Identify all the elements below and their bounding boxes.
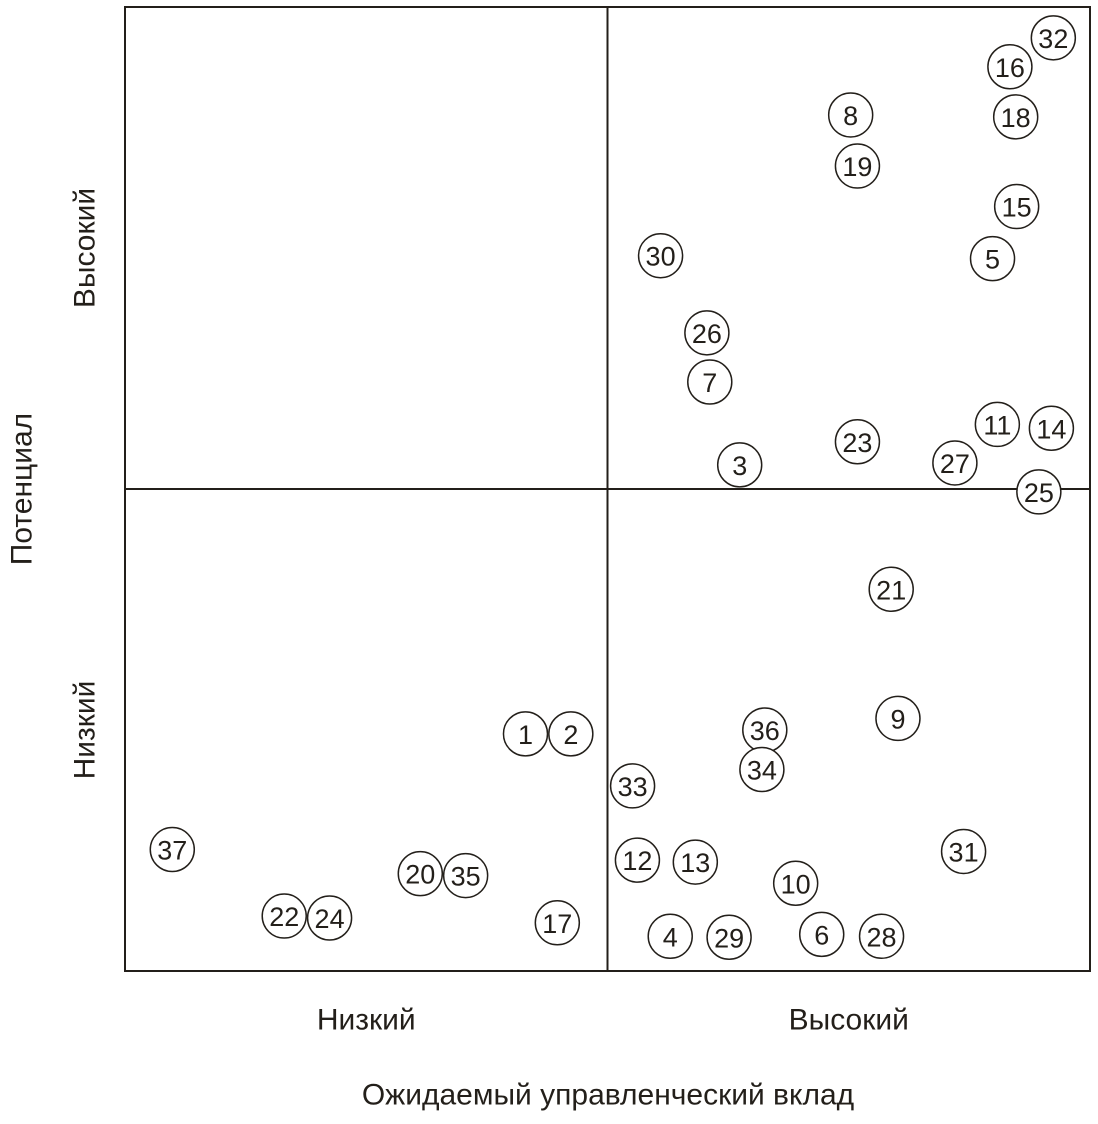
point (397, 850, 444, 897)
point-label: 37 (157, 836, 187, 866)
point-label: 13 (680, 848, 710, 878)
point-label: 9 (890, 704, 905, 734)
point-label: 1 (518, 720, 533, 750)
point-label: 23 (842, 428, 872, 458)
point-label: 27 (940, 449, 970, 479)
point (548, 711, 594, 757)
point (614, 837, 661, 883)
point-label: 15 (1002, 193, 1032, 223)
point (834, 143, 881, 189)
point-label: 21 (876, 575, 906, 605)
point-label: 31 (949, 837, 979, 867)
point-label: 20 (405, 860, 435, 890)
point-label: 17 (542, 909, 572, 939)
x-axis-label: Ожидаемый управленческий вклад (362, 1079, 854, 1112)
point-label: 35 (451, 862, 481, 892)
point (716, 442, 763, 488)
point-label: 25 (1024, 478, 1054, 508)
x-category-label: Высокий (789, 1004, 909, 1037)
point (534, 900, 581, 946)
y-category-label: Высокий (69, 188, 102, 308)
point-label: 19 (842, 152, 872, 182)
y-axis-label: Потенциал (6, 413, 39, 565)
point-label: 24 (315, 904, 345, 934)
point-label: 33 (618, 772, 648, 802)
point-label: 11 (983, 410, 1011, 440)
point (684, 310, 730, 356)
point (637, 232, 684, 279)
point-label: 22 (269, 902, 299, 932)
point-label: 3 (732, 451, 747, 481)
point-label: 2 (563, 720, 578, 750)
point (1030, 15, 1077, 61)
point (969, 235, 1016, 282)
point (974, 401, 1021, 448)
point (502, 711, 549, 757)
point-label: 14 (1036, 414, 1066, 444)
point (306, 895, 353, 941)
point (868, 566, 914, 613)
point-label: 34 (747, 756, 777, 786)
point (609, 763, 656, 809)
point (261, 893, 307, 939)
point-label: 29 (714, 923, 744, 953)
point-label: 28 (867, 922, 897, 952)
point (827, 92, 874, 138)
point (442, 852, 489, 899)
point (992, 94, 1039, 140)
point (647, 913, 693, 960)
point-label: 4 (663, 922, 678, 952)
point (858, 913, 905, 960)
point (772, 860, 819, 907)
point-label: 7 (702, 368, 717, 398)
point-label: 5 (985, 245, 1000, 275)
point (932, 440, 978, 486)
point-label: 6 (814, 920, 829, 950)
point (993, 183, 1040, 230)
point-label: 8 (843, 101, 858, 131)
point-label: 36 (750, 716, 780, 746)
point (1028, 405, 1075, 452)
point-label: 10 (781, 869, 811, 899)
point (739, 746, 785, 793)
point-label: 18 (1001, 103, 1031, 133)
point (706, 914, 752, 961)
point (672, 839, 719, 885)
point-label: 26 (692, 319, 722, 349)
point (940, 828, 987, 875)
x-category-label: Низкий (317, 1004, 416, 1037)
y-category-label: Низкий (69, 681, 102, 780)
point (687, 359, 733, 405)
point-label: 30 (646, 242, 676, 272)
point (834, 419, 881, 465)
point-label: 16 (995, 53, 1025, 83)
point (149, 826, 196, 873)
point-label: 12 (622, 846, 652, 876)
point (798, 911, 845, 958)
point (987, 44, 1033, 90)
point (875, 695, 921, 742)
point (1016, 469, 1062, 515)
point-label: 32 (1038, 24, 1068, 54)
